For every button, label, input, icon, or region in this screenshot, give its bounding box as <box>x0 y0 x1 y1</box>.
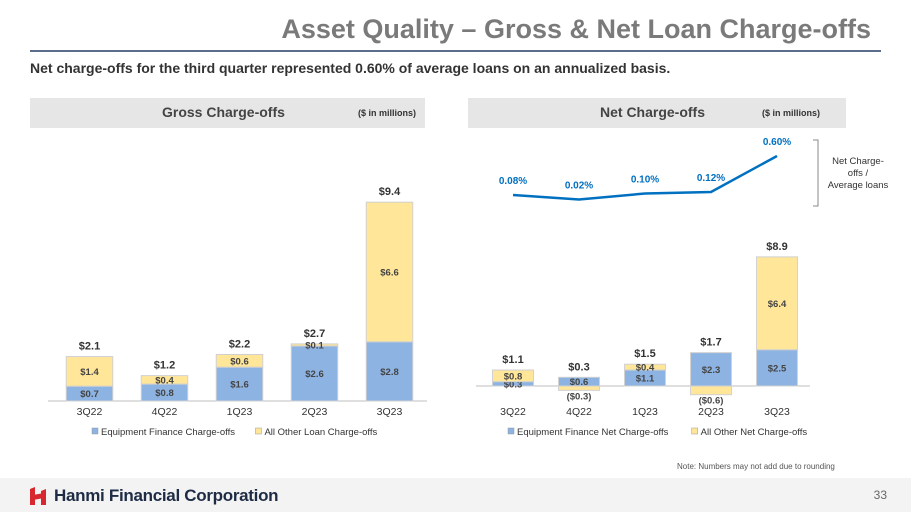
bar-segment <box>215 353 264 368</box>
net-units-label: ($ in millions) <box>762 108 821 118</box>
segment-label: $6.6 <box>380 267 399 278</box>
ratio-line <box>512 154 778 201</box>
page-subtitle: Net charge-offs for the third quarter re… <box>30 60 671 76</box>
segment-label: $0.6 <box>230 356 249 367</box>
company-logo: Hanmi Financial Corporation <box>28 486 279 506</box>
segment-label: $0.1 <box>305 340 324 351</box>
company-name: Hanmi Financial Corporation <box>54 486 279 505</box>
hanmi-logo-icon <box>30 487 46 505</box>
category-label: 1Q23 <box>632 406 658 418</box>
legend-label: Equipment Finance Net Charge-offs <box>517 427 669 438</box>
category-label: 2Q23 <box>302 406 328 418</box>
segment-label: ($0.6) <box>699 396 724 407</box>
bar-segment <box>290 345 339 402</box>
gross-units-label: ($ in millions) <box>358 108 417 118</box>
gross-chargeoffs-chart: $0.7 $1.4 $2.1 3Q22 $0.8 $0.4 $1.2 4Q22 $1.6 $0.6… <box>48 186 427 438</box>
title-divider <box>30 50 881 52</box>
category-label: 3Q22 <box>77 406 103 418</box>
gross-panel-header: Gross Charge-offs ($ in millions) <box>30 98 425 128</box>
bar-total-label: $1.5 <box>634 348 655 360</box>
segment-label: $0.7 <box>80 389 99 400</box>
bar-total-label: $2.7 <box>304 328 325 340</box>
line-legend-label: offs / <box>848 168 869 179</box>
bar-segment <box>624 363 666 371</box>
bar-segment <box>756 349 798 387</box>
legend-swatch <box>255 427 262 435</box>
rounding-note: Note: Numbers may not add due to roundin… <box>677 462 835 471</box>
legend-label: All Other Loan Charge-offs <box>264 427 377 438</box>
page-title: Asset Quality – Gross & Net Loan Charge-… <box>281 14 871 44</box>
bar-total-label: $1.1 <box>502 354 523 366</box>
bar-segment <box>140 375 189 385</box>
segment-label: $0.3 <box>504 379 523 390</box>
gross-chart-title: Gross Charge-offs <box>162 104 285 120</box>
bar-segment <box>756 256 798 351</box>
category-label: 4Q22 <box>152 406 178 418</box>
category-label: 3Q23 <box>764 406 790 418</box>
legend-swatch <box>691 427 698 435</box>
bar-segment <box>365 201 414 343</box>
bar-segment <box>492 369 534 383</box>
net-chargeoffs-chart: $0.3$0.8$1.13Q22$0.6($0.3)$0.34Q22$1.1$0… <box>476 137 889 438</box>
ratio-label: 0.60% <box>763 137 791 148</box>
segment-label: $1.4 <box>80 367 99 378</box>
category-label: 4Q22 <box>566 406 592 418</box>
ratio-label: 0.08% <box>499 176 527 187</box>
segment-label: $6.4 <box>768 299 787 310</box>
line-bracket <box>813 139 819 207</box>
line-legend-label: Net Charge- <box>832 156 884 167</box>
net-chart-title: Net Charge-offs <box>600 104 706 120</box>
segment-label: $2.6 <box>305 369 324 380</box>
segment-label: $0.6 <box>570 377 589 388</box>
segment-label: $1.1 <box>636 374 655 385</box>
bar-total-label: $8.9 <box>766 241 787 253</box>
ratio-label: 0.10% <box>631 175 659 186</box>
category-label: 3Q22 <box>500 406 526 418</box>
ratio-label: 0.12% <box>697 173 725 184</box>
legend-label: All Other Net Charge-offs <box>701 427 808 438</box>
line-legend-label: Average loans <box>828 180 889 191</box>
bar-segment <box>690 385 732 396</box>
segment-label: ($0.3) <box>567 391 592 402</box>
page-number: 33 <box>873 488 887 502</box>
bar-total-label: $1.2 <box>154 360 175 372</box>
segment-label: $0.4 <box>155 375 174 386</box>
legend-label: Equipment Finance Charge-offs <box>101 427 235 438</box>
legend-swatch <box>91 427 99 435</box>
bar-segment <box>215 366 264 402</box>
bar-total-label: $0.3 <box>568 361 589 373</box>
bar-total-label: $2.2 <box>229 338 250 350</box>
bar-segment <box>558 385 600 391</box>
category-label: 2Q23 <box>698 406 724 418</box>
bar-total-label: $9.4 <box>379 186 401 198</box>
segment-label: $2.3 <box>702 365 721 376</box>
segment-label: $0.8 <box>504 371 523 382</box>
segment-label: $2.8 <box>380 367 399 378</box>
segment-label: $1.6 <box>230 380 249 391</box>
bar-total-label: $1.7 <box>700 337 721 349</box>
segment-label: $2.5 <box>768 363 787 374</box>
net-panel-header: Net Charge-offs ($ in millions) <box>468 98 846 128</box>
category-label: 1Q23 <box>227 406 253 418</box>
category-label: 3Q23 <box>377 406 403 418</box>
segment-label: $0.8 <box>155 388 174 399</box>
footer-bar: Hanmi Financial Corporation 33 <box>0 478 911 512</box>
bar-segment <box>290 343 339 347</box>
bar-total-label: $2.1 <box>79 341 100 353</box>
ratio-label: 0.02% <box>565 181 593 192</box>
segment-label: $0.4 <box>636 363 655 374</box>
legend-swatch <box>507 427 515 435</box>
bar-segment <box>65 356 114 387</box>
